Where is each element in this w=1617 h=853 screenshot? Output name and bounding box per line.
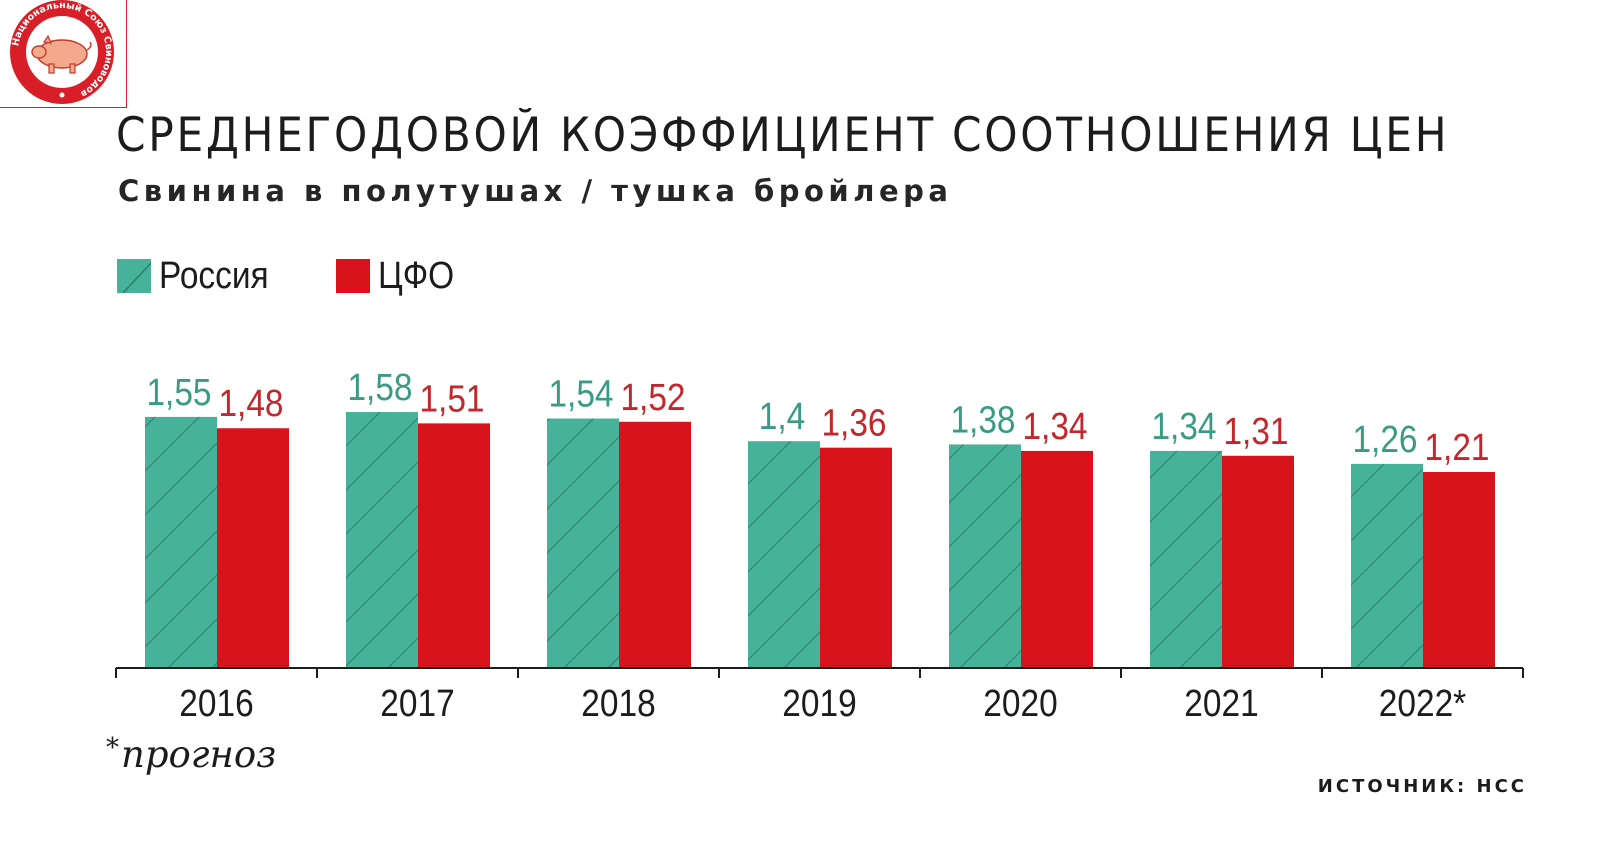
data-label-cfo-2017: 1,51 <box>419 377 484 419</box>
bar-cfo-2020 <box>1021 450 1093 668</box>
legend-swatch-cfo <box>335 259 370 293</box>
legend-label-cfo: ЦФО <box>377 254 454 297</box>
bar-russia-hatch-2019 <box>748 441 820 668</box>
x-tick-label-2019: 2019 <box>782 682 856 724</box>
data-label-cfo-2021: 1,31 <box>1223 410 1288 452</box>
footnote: *прогноз <box>106 733 276 776</box>
legend-swatch-russia <box>117 259 151 293</box>
footnote-text: прогноз <box>121 733 277 776</box>
bar-russia-hatch-2018 <box>547 418 619 668</box>
x-tick-label-2022: 2022* <box>1379 682 1466 724</box>
bar-cfo-2021 <box>1222 455 1294 668</box>
source-credit: ИСТОЧНИК: НСС <box>1317 776 1527 797</box>
data-label-russia-2016: 1,55 <box>146 371 211 413</box>
x-tick-label-2021: 2021 <box>1184 682 1258 724</box>
x-tick-label-2018: 2018 <box>581 682 655 724</box>
bar-russia-hatch-2017 <box>346 412 418 668</box>
pig-icon <box>31 34 92 74</box>
legend-item-cfo: ЦФО <box>335 254 465 298</box>
x-axis: 2016 2017 2018 2019 2020 2021 2022* <box>115 667 1524 724</box>
data-label-russia-2018: 1,54 <box>548 373 613 415</box>
bar-cfo-2019 <box>820 447 892 668</box>
legend: Россия ЦФО <box>117 255 516 297</box>
bar-russia-hatch-2016 <box>145 416 217 668</box>
x-tick-label-2016: 2016 <box>179 682 253 724</box>
data-label-cfo-2019: 1,36 <box>821 402 886 444</box>
x-tick-label-2017: 2017 <box>380 682 454 724</box>
bar-cfo-2018 <box>619 421 691 668</box>
data-label-cfo-2020: 1,34 <box>1022 405 1087 447</box>
bar-russia-hatch-2021 <box>1150 450 1222 668</box>
chart-subtitle: Свинина в полутушах / тушка бройлера <box>118 174 953 208</box>
logo: Национальный Союз Свиноводов <box>0 0 127 108</box>
x-tick-label-2020: 2020 <box>983 682 1057 724</box>
footnote-mark: * <box>106 733 119 763</box>
data-labels-layer: 1,55 1,48 1,58 1,51 1,54 1,52 1,4 1,36 1,38 1,34 1… <box>146 366 1489 468</box>
data-label-cfo-2018: 1,52 <box>620 376 685 418</box>
legend-label-russia: Россия <box>159 254 269 297</box>
data-label-russia-2019: 1,4 <box>759 395 805 437</box>
bar-cfo-2022 <box>1423 471 1495 668</box>
data-label-cfo-2022: 1,21 <box>1424 426 1489 468</box>
bar-cfo-2016 <box>217 428 289 668</box>
data-label-russia-2017: 1,58 <box>347 366 412 408</box>
bar-russia-hatch-2022 <box>1351 463 1423 668</box>
bar-cfo-2017 <box>418 423 490 668</box>
pig-logo-icon: Национальный Союз Свиноводов <box>10 0 114 104</box>
data-label-russia-2020: 1,38 <box>950 398 1015 440</box>
bars-layer <box>145 412 1495 668</box>
data-label-russia-2022: 1,26 <box>1352 418 1417 460</box>
chart-title: СРЕДНЕГОДОВОЙ КОЭФФИЦИЕНТ СООТНОШЕНИЯ ЦЕ… <box>116 108 1450 163</box>
legend-item-russia: Россия <box>117 255 284 298</box>
data-label-russia-2021: 1,34 <box>1151 405 1216 447</box>
data-label-cfo-2016: 1,48 <box>218 382 283 424</box>
bar-russia-hatch-2020 <box>949 444 1021 668</box>
